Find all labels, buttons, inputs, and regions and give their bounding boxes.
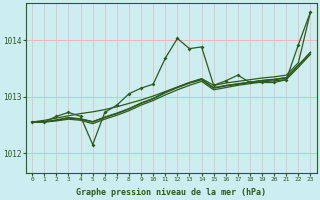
X-axis label: Graphe pression niveau de la mer (hPa): Graphe pression niveau de la mer (hPa) [76,188,266,197]
